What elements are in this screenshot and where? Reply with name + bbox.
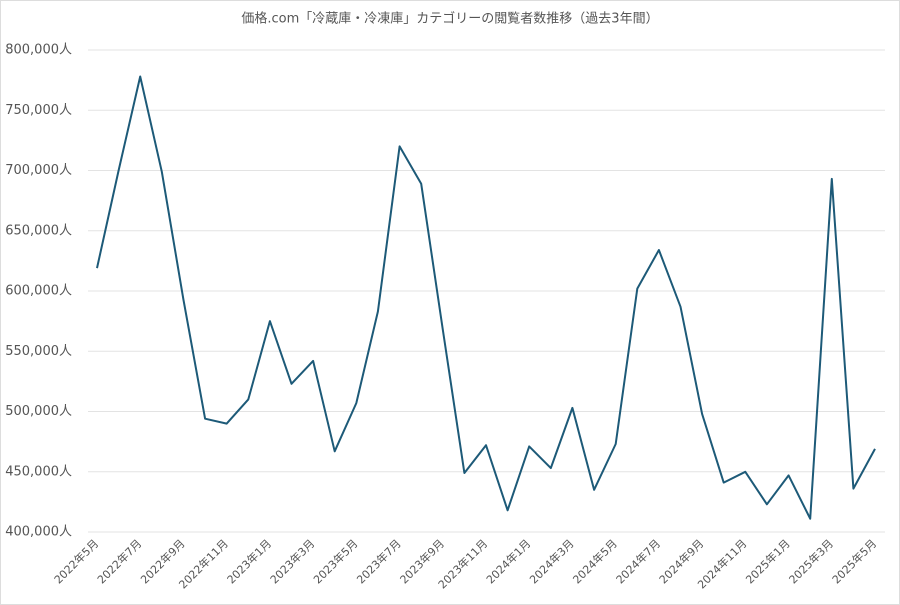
data-line <box>96 75 876 520</box>
y-tick-label: 550,000人 <box>5 344 72 359</box>
y-tick-label: 650,000人 <box>5 223 72 238</box>
y-tick-label: 450,000人 <box>5 464 72 479</box>
y-tick-label: 800,000人 <box>5 43 72 58</box>
y-tick-label: 500,000人 <box>5 404 72 419</box>
y-tick-label: 600,000人 <box>5 284 72 299</box>
chart-title: 価格.com「冷蔵庫・冷凍庫」カテゴリーの閲覧者数推移（過去3年間） <box>241 11 658 27</box>
y-tick-label: 700,000人 <box>5 163 72 178</box>
y-tick-label: 750,000人 <box>5 103 72 118</box>
y-tick-label: 400,000人 <box>5 525 72 540</box>
